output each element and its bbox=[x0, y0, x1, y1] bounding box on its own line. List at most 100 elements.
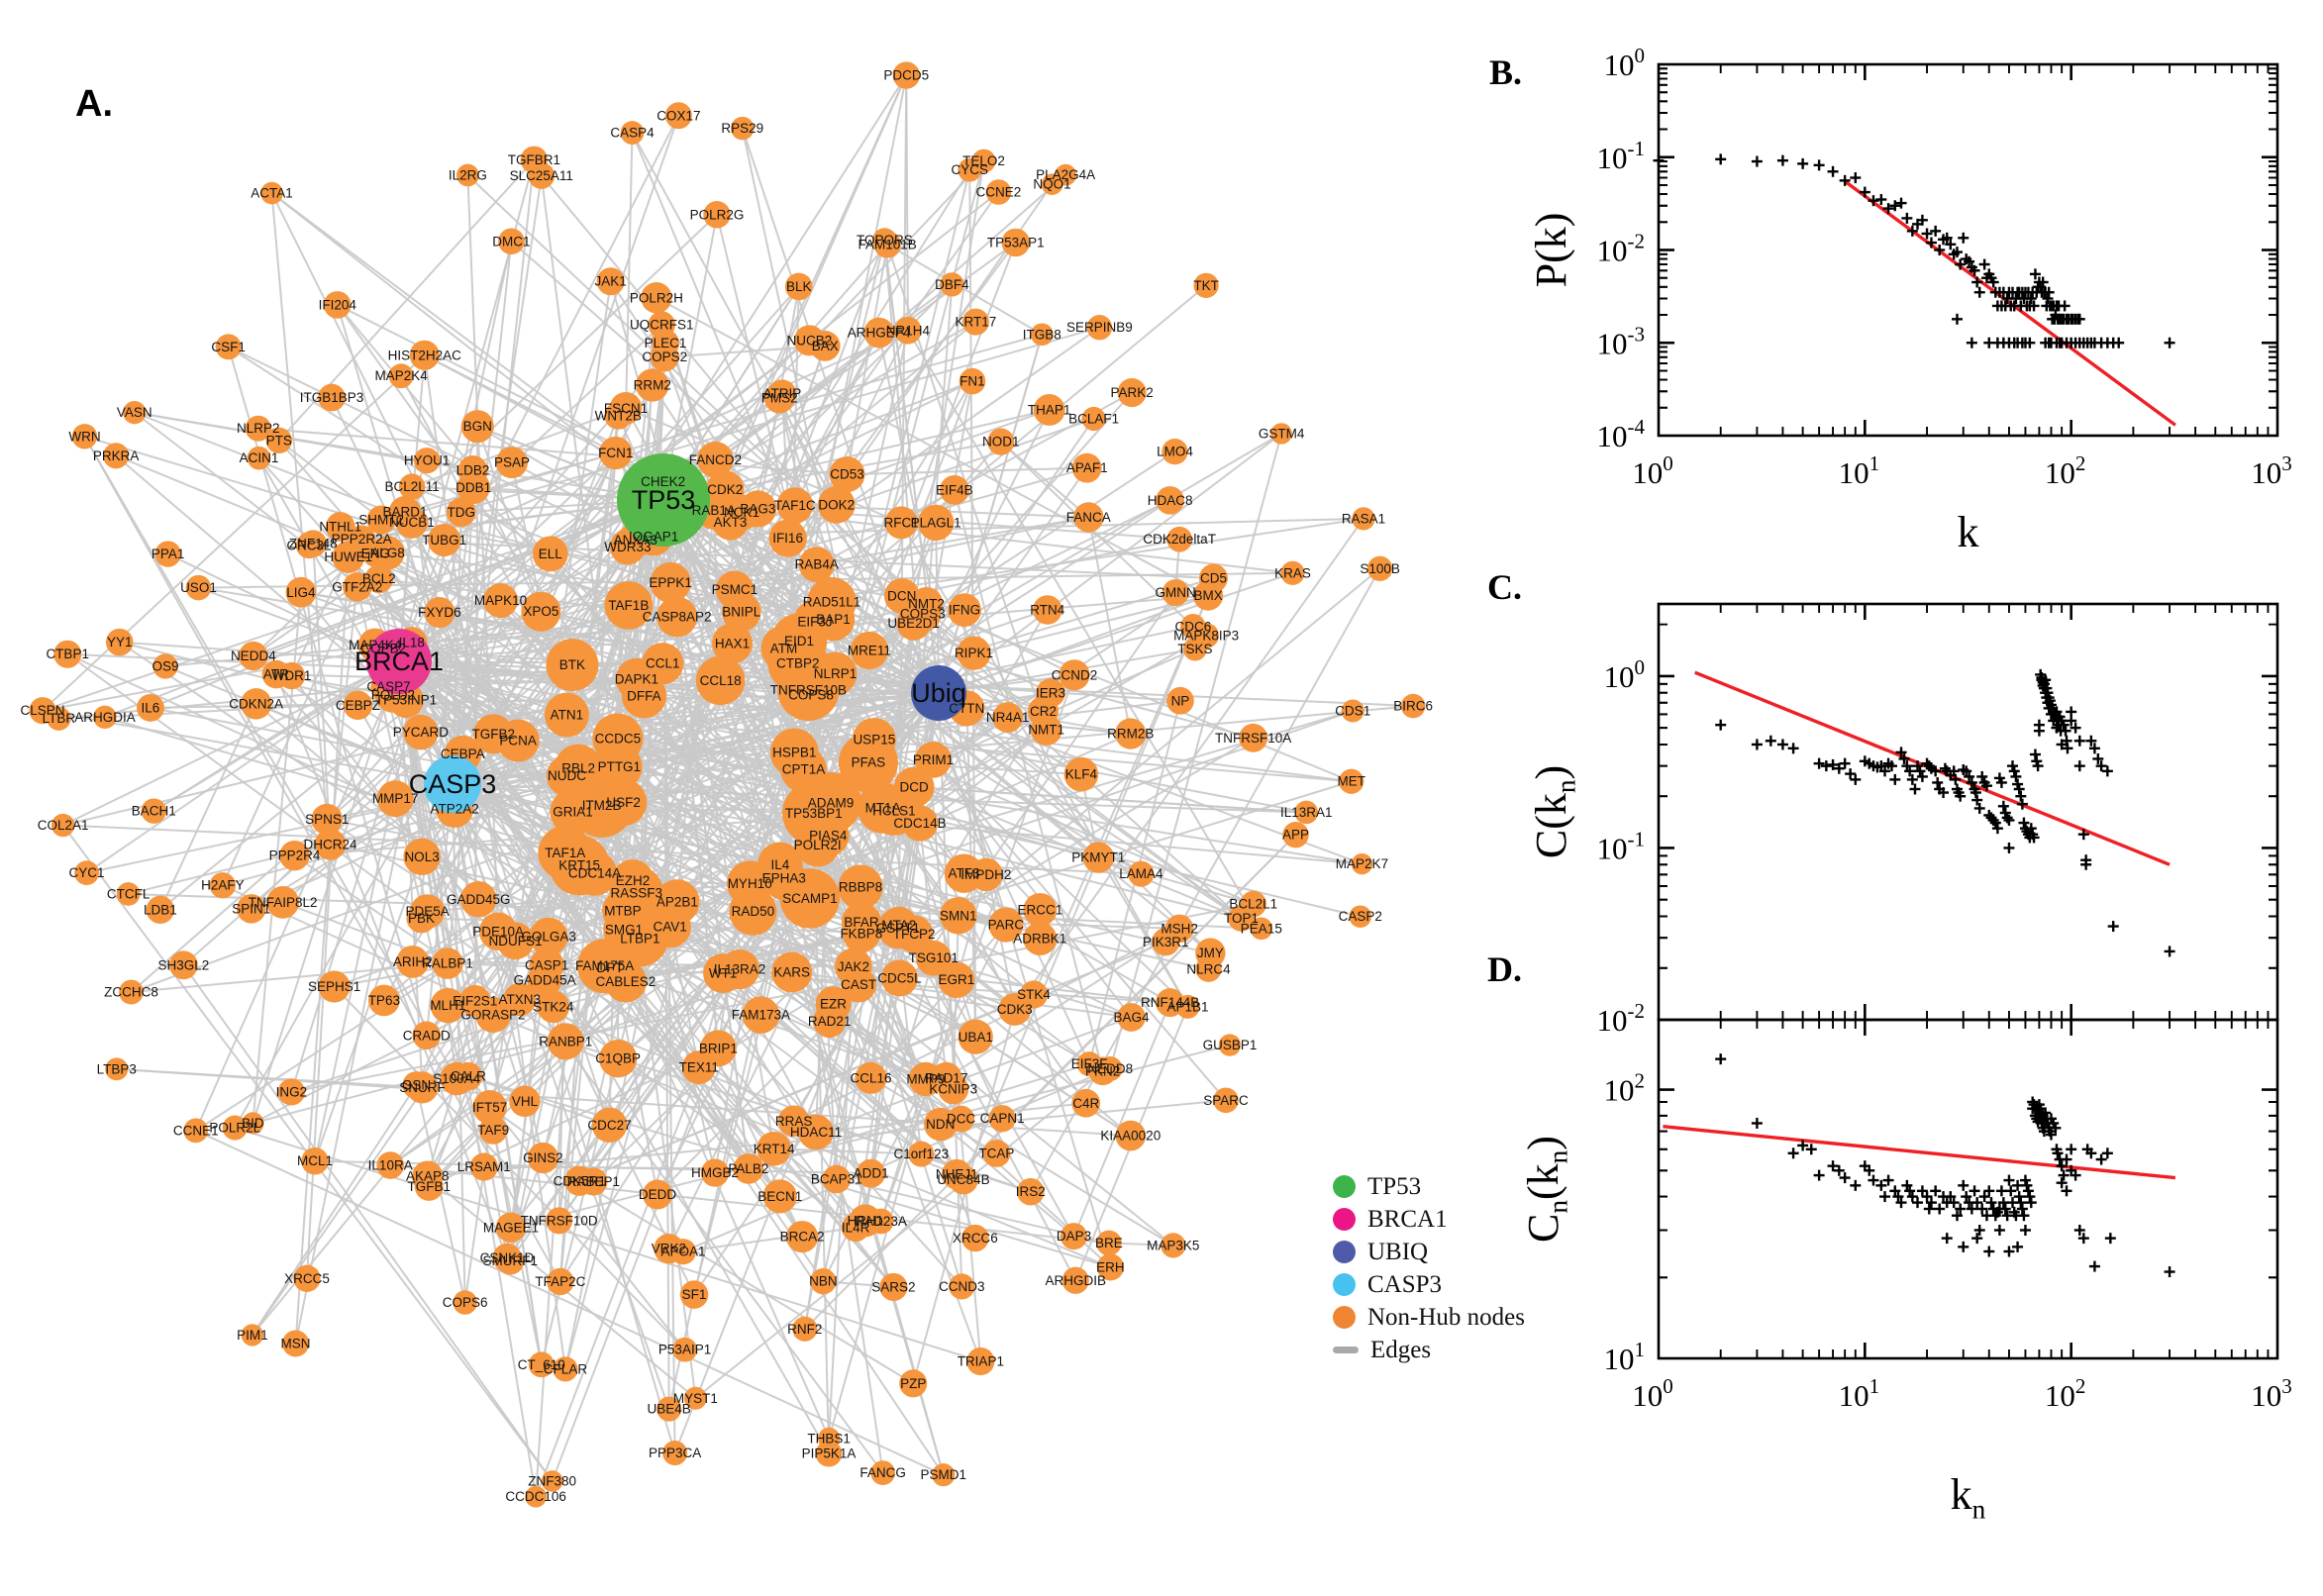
network-node-label: COPS6 bbox=[443, 1295, 488, 1310]
network-node bbox=[655, 879, 700, 925]
network-edge bbox=[731, 183, 1054, 645]
network-edge bbox=[912, 1009, 1016, 1384]
network-node-label: EID1 bbox=[784, 634, 814, 648]
network-node-label: NBN bbox=[809, 1274, 838, 1289]
network-node bbox=[71, 424, 98, 449]
network-node bbox=[1041, 173, 1063, 196]
network-node-label: STK24 bbox=[533, 999, 574, 1014]
network-node bbox=[793, 325, 825, 356]
network-edge bbox=[182, 964, 554, 1482]
network-node-label: TAF9 bbox=[477, 1123, 509, 1138]
network-edge bbox=[869, 957, 935, 1174]
network-node bbox=[1166, 526, 1193, 552]
network-node-label: USO1 bbox=[180, 580, 217, 595]
network-node-label: RNF2 bbox=[787, 1322, 822, 1337]
network-node-label: ENG bbox=[361, 547, 390, 561]
network-node-label: PSAP bbox=[494, 455, 530, 470]
network-node-label: CASP4 bbox=[610, 126, 655, 141]
network-edge bbox=[466, 174, 500, 932]
axis-label: k bbox=[1958, 508, 1979, 556]
network-node-label: RANBP1 bbox=[539, 1034, 592, 1048]
network-node bbox=[285, 576, 317, 608]
network-node-label: CCNE1 bbox=[173, 1123, 219, 1138]
network-node bbox=[410, 894, 446, 929]
network-node-label: CDK2deltaT bbox=[1143, 532, 1216, 547]
network-edge bbox=[698, 737, 1255, 1068]
network-node-label: THBS1 bbox=[807, 1431, 851, 1446]
network-node-label: RAD23A bbox=[855, 1214, 907, 1229]
network-node-label: STK4 bbox=[1017, 987, 1051, 1002]
network-node bbox=[771, 951, 813, 993]
tick-label: 102 bbox=[2045, 451, 2086, 490]
network-edge bbox=[398, 660, 895, 1288]
network-node-label: CLSPN bbox=[21, 703, 65, 718]
network-node bbox=[1400, 693, 1426, 719]
network-node-label: MAPK8IP3 bbox=[1173, 628, 1239, 643]
network-node bbox=[1033, 394, 1065, 426]
network-node-label: PPP2R2A bbox=[332, 532, 392, 547]
network-node-label: CD5 bbox=[1200, 571, 1227, 586]
network-node-label: BRE bbox=[1095, 1236, 1123, 1250]
network-node-label: PZP bbox=[900, 1376, 926, 1391]
network-edge bbox=[221, 586, 358, 886]
network-node bbox=[681, 1050, 716, 1085]
network-node bbox=[460, 410, 494, 444]
network-node-label: KIAA0020 bbox=[1100, 1129, 1161, 1144]
network-node-label: EIF3F bbox=[1071, 1056, 1108, 1071]
network-legend: TP53 BRCA1 UBIQ CASP3 Non-Hub nodes Edges bbox=[1333, 1170, 1525, 1366]
network-node-label: YY1 bbox=[107, 635, 133, 649]
network-node-label: TAF1A bbox=[545, 846, 585, 860]
network-node bbox=[1239, 723, 1268, 752]
network-node-label: C1orf123 bbox=[894, 1147, 950, 1161]
network-node bbox=[1073, 502, 1104, 533]
network-node bbox=[730, 116, 755, 141]
network-node-label: MAPK10 bbox=[474, 593, 527, 608]
network-node bbox=[908, 1061, 944, 1097]
network-node-label: HDAC11 bbox=[790, 1125, 842, 1140]
network-node-label: PYCARD bbox=[393, 725, 450, 740]
network-node-label: CDC27 bbox=[587, 1118, 631, 1133]
network-node-label: PPP3CA bbox=[649, 1446, 701, 1460]
scatter-points bbox=[1715, 668, 2175, 957]
network-node-label: MLH1 bbox=[430, 998, 465, 1013]
network-edge bbox=[411, 487, 475, 962]
network-node-label: PARK2 bbox=[1110, 385, 1153, 400]
network-node bbox=[105, 628, 134, 656]
network-edge bbox=[835, 450, 1176, 675]
network-node bbox=[1282, 821, 1309, 848]
network-node-label: NDUFS1 bbox=[489, 934, 543, 948]
network-node-label: KLF4 bbox=[1065, 767, 1098, 782]
network-node bbox=[1366, 555, 1393, 581]
network-node-label: RRM2 bbox=[634, 377, 671, 392]
network-node-label: NUDC bbox=[548, 768, 586, 783]
network-edge bbox=[541, 174, 915, 625]
network-node-label: DPT bbox=[597, 960, 624, 975]
network-node-label: FANCG bbox=[859, 1465, 906, 1480]
network-node-label: NEDD8 bbox=[1087, 1061, 1133, 1076]
network-node bbox=[396, 946, 430, 978]
network-node-label: TGFB2 bbox=[472, 727, 516, 742]
hub-node-brca1 bbox=[366, 629, 432, 694]
network-node bbox=[1081, 406, 1106, 432]
network-edge bbox=[421, 855, 927, 1080]
network-node-label: LIG4 bbox=[286, 585, 316, 600]
network-edge bbox=[815, 1016, 1132, 1134]
network-node bbox=[757, 1131, 791, 1166]
legend-item: UBIQ bbox=[1333, 1236, 1525, 1268]
network-node-label: TAF1C bbox=[774, 498, 816, 513]
network-node-label: CCL16 bbox=[850, 1070, 891, 1085]
network-node bbox=[1164, 914, 1194, 944]
network-node-label: ARHGDIB bbox=[1045, 1273, 1106, 1288]
network-node bbox=[1156, 988, 1185, 1018]
tick-label: 102 bbox=[1604, 1069, 1646, 1108]
network-node-label: HAX1 bbox=[715, 636, 750, 650]
panel-b-label: B. bbox=[1489, 52, 1523, 92]
network-node bbox=[810, 1268, 837, 1295]
network-node-label: CYC1 bbox=[68, 865, 104, 880]
network-node-label: IER3 bbox=[1036, 685, 1065, 700]
network-node bbox=[957, 636, 991, 670]
network-node-label: TAF1B bbox=[608, 598, 649, 613]
network-node-label: CASP8AP2 bbox=[643, 610, 712, 625]
